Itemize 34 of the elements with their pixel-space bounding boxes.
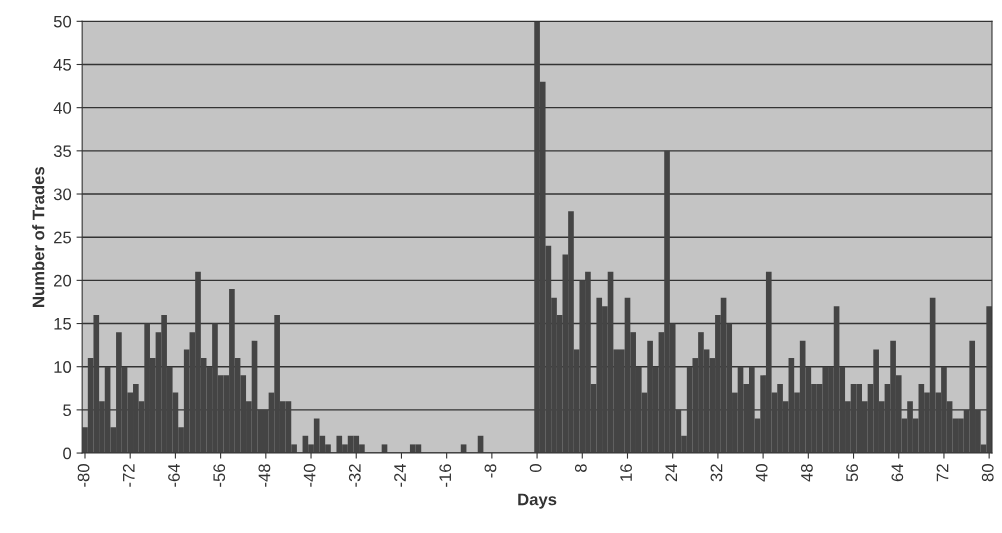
x-tick-label: 0 <box>529 464 542 473</box>
x-tick-label: -32 <box>348 464 361 487</box>
x-tick-label: 72 <box>936 464 949 482</box>
x-tick-label: 24 <box>665 463 678 482</box>
x-tick-label: 64 <box>891 463 904 482</box>
x-tick-label: -8 <box>484 464 497 478</box>
y-tick-label: 30 <box>53 188 72 201</box>
y-tick-label: 20 <box>54 274 72 287</box>
y-tick-label: 10 <box>54 361 72 373</box>
y-tick-label: 0 <box>63 447 72 460</box>
x-tick-label: 32 <box>710 464 723 482</box>
x-tick-label: -56 <box>213 464 226 487</box>
x-tick-label: -16 <box>439 464 452 487</box>
x-tick-label: 16 <box>620 464 632 481</box>
x-tick-label: 8 <box>574 464 587 473</box>
x-tick-label: -72 <box>122 464 135 487</box>
x-tick-label: 56 <box>846 464 858 482</box>
y-tick-label: 35 <box>53 145 72 158</box>
x-tick-label: -24 <box>394 463 406 487</box>
x-tick-label: 48 <box>800 464 813 482</box>
y-tick-label: 45 <box>53 59 72 71</box>
y-tick-label: 15 <box>54 318 72 330</box>
y-axis-title: Number of Trades <box>32 167 45 307</box>
y-tick-label: 50 <box>53 15 72 28</box>
x-tick-label: 80 <box>981 464 994 482</box>
x-tick-label: -48 <box>258 464 271 487</box>
x-tick-label: -40 <box>303 464 316 487</box>
x-tick-label: 40 <box>755 464 768 482</box>
x-tick-label: -64 <box>168 463 180 487</box>
x-tick-label: -80 <box>77 464 90 487</box>
y-tick-label: 25 <box>54 231 72 244</box>
y-tick-label: 40 <box>53 102 72 114</box>
y-tick-label: 5 <box>63 404 72 417</box>
x-axis-title: Days <box>518 493 557 509</box>
